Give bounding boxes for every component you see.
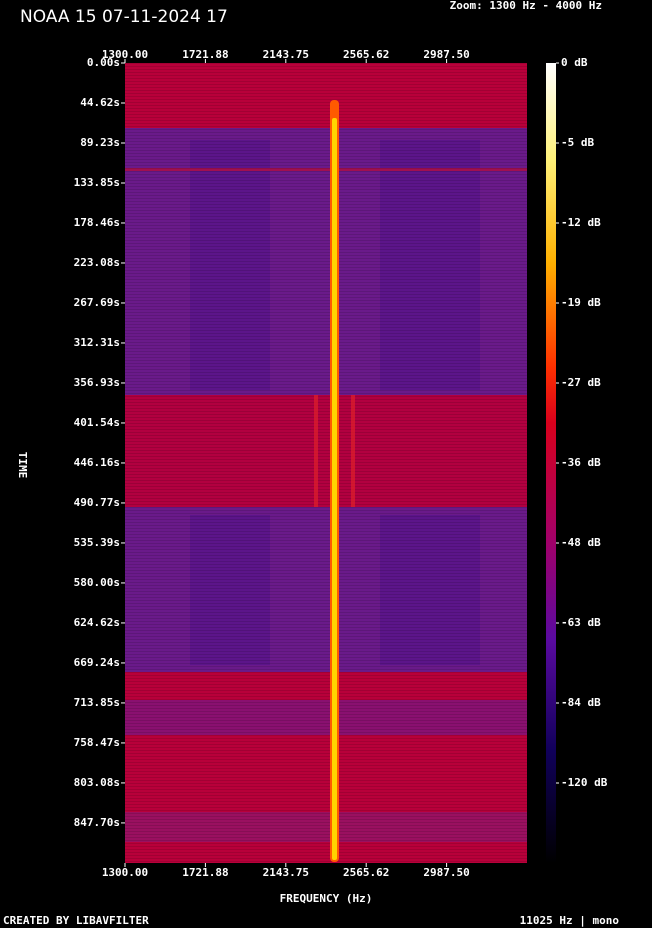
y-tick-label: 713.85s	[74, 696, 120, 709]
y-tick-label: 580.00s	[74, 576, 120, 589]
y-tick-label: 847.70s	[74, 816, 120, 829]
colorbar-tick-label: -48 dB	[561, 536, 601, 549]
x-tick-label: 1721.88	[182, 866, 228, 879]
chart-title: NOAA 15 07-11-2024 17	[20, 7, 228, 27]
x-tick-label: 2987.50	[423, 48, 469, 61]
colorbar-tick-label: -12 dB	[561, 216, 601, 229]
x-axis-label: FREQUENCY (Hz)	[280, 892, 373, 905]
y-tick-label: 446.16s	[74, 456, 120, 469]
colorbar-tick-label: 0 dB	[561, 56, 588, 69]
colorbar-tick-label: -5 dB	[561, 136, 594, 149]
y-tick-label: 758.47s	[74, 736, 120, 749]
footer-right: 11025 Hz | mono	[520, 914, 620, 927]
y-tick-label: 803.08s	[74, 776, 120, 789]
x-tick-label: 2143.75	[263, 866, 309, 879]
spectrogram-image	[125, 63, 527, 863]
x-tick-label: 1300.00	[102, 866, 148, 879]
y-tick-label: 312.31s	[74, 336, 120, 349]
y-tick-label: 223.08s	[74, 256, 120, 269]
y-tick-label: 401.54s	[74, 416, 120, 429]
y-tick-label: 669.24s	[74, 656, 120, 669]
colorbar-tick-label: -120 dB	[561, 776, 608, 789]
y-tick-label: 490.77s	[74, 496, 120, 509]
colorbar-tick-label: -27 dB	[561, 376, 601, 389]
colorbar	[546, 63, 556, 863]
footer-left: CREATED BY LIBAVFILTER	[3, 914, 149, 927]
x-tick-label: 1300.00	[102, 48, 148, 61]
x-tick-label: 2565.62	[343, 48, 389, 61]
x-tick-label: 2565.62	[343, 866, 389, 879]
y-tick-label: 89.23s	[80, 136, 120, 149]
y-tick-label: 624.62s	[74, 616, 120, 629]
y-tick-label: 0.00s	[87, 56, 120, 69]
y-tick-label: 178.46s	[74, 216, 120, 229]
x-tick-label: 2143.75	[263, 48, 309, 61]
colorbar-tick-label: -36 dB	[561, 456, 601, 469]
y-tick-label: 133.85s	[74, 176, 120, 189]
y-tick-label: 535.39s	[74, 536, 120, 549]
colorbar-tick-label: -19 dB	[561, 296, 601, 309]
y-tick-label: 356.93s	[74, 376, 120, 389]
colorbar-tick-label: -63 dB	[561, 616, 601, 629]
colorbar-tick-label: -84 dB	[561, 696, 601, 709]
x-tick-label: 1721.88	[182, 48, 228, 61]
y-axis-label: TIME	[16, 452, 29, 479]
zoom-label: Zoom: 1300 Hz - 4000 Hz	[450, 0, 602, 12]
y-tick-label: 267.69s	[74, 296, 120, 309]
y-tick-label: 44.62s	[80, 96, 120, 109]
x-tick-label: 2987.50	[423, 866, 469, 879]
